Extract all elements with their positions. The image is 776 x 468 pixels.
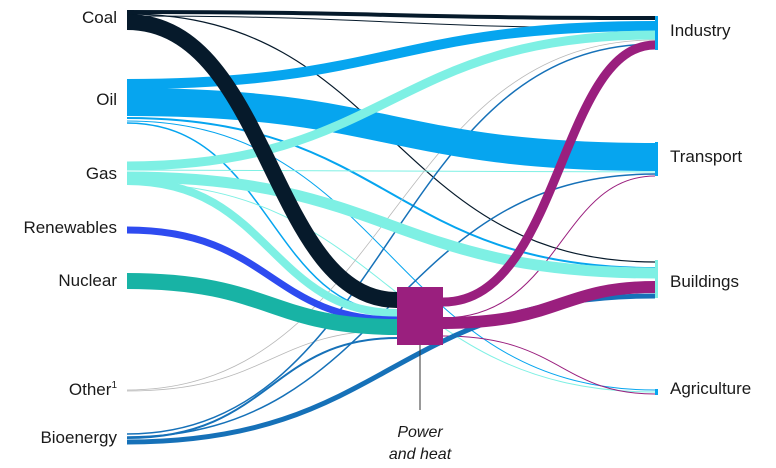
hub-label: Power and heat	[389, 424, 452, 463]
label-other: Other1	[69, 380, 118, 399]
flow-power-buildings	[442, 281, 656, 329]
flow-power-agriculture	[442, 335, 656, 395]
label-gas: Gas	[86, 164, 117, 183]
label-transport: Transport	[670, 147, 742, 166]
flow-gas-industry	[126, 30, 656, 171]
flow-gas-agriculture	[126, 182, 656, 393]
node-industry	[655, 16, 658, 50]
label-other-text: Other	[69, 380, 112, 399]
flow-gas-buildings	[126, 171, 656, 279]
label-nuclear: Nuclear	[58, 271, 117, 290]
node-transport	[655, 142, 658, 176]
flow-coal-industry	[126, 10, 656, 20]
flow-coal-power	[126, 14, 398, 308]
main-flows	[126, 10, 656, 445]
flow-oil-buildings	[126, 117, 656, 269]
thin-flows	[126, 13, 656, 439]
label-coal: Coal	[82, 8, 117, 27]
label-oil: Oil	[96, 90, 117, 109]
flow-oil-transport	[126, 88, 656, 171]
target-labels: Industry Transport Buildings Agriculture	[670, 21, 751, 398]
flow-gas-transport	[126, 169, 656, 173]
flow-other-industry	[126, 39, 656, 391]
source-labels: Coal Oil Gas Renewables Nuclear Other1 B…	[23, 8, 117, 447]
node-agriculture	[655, 389, 658, 395]
label-buildings: Buildings	[670, 272, 739, 291]
node-buildings	[655, 260, 658, 298]
label-other-sup: 1	[111, 380, 117, 391]
label-industry: Industry	[670, 21, 731, 40]
label-agriculture: Agriculture	[670, 379, 751, 398]
label-renewables: Renewables	[23, 218, 117, 237]
flow-oil-agriculture	[126, 120, 656, 391]
target-nodes	[655, 16, 658, 395]
label-bioenergy: Bioenergy	[40, 428, 117, 447]
flow-gas-power	[126, 177, 398, 317]
flow-nuclear-power	[126, 273, 398, 335]
flow-bio-industry	[126, 43, 656, 435]
hub-label-line1: Power	[397, 424, 443, 441]
flow-power-transport	[442, 175, 656, 319]
power-heat-node	[397, 287, 443, 345]
hub-label-line2: and heat	[389, 446, 452, 463]
flow-other-power	[126, 329, 398, 392]
flow-power-industry	[442, 40, 656, 307]
flow-renewables-power	[126, 226, 398, 324]
flow-bio-power	[126, 337, 398, 439]
